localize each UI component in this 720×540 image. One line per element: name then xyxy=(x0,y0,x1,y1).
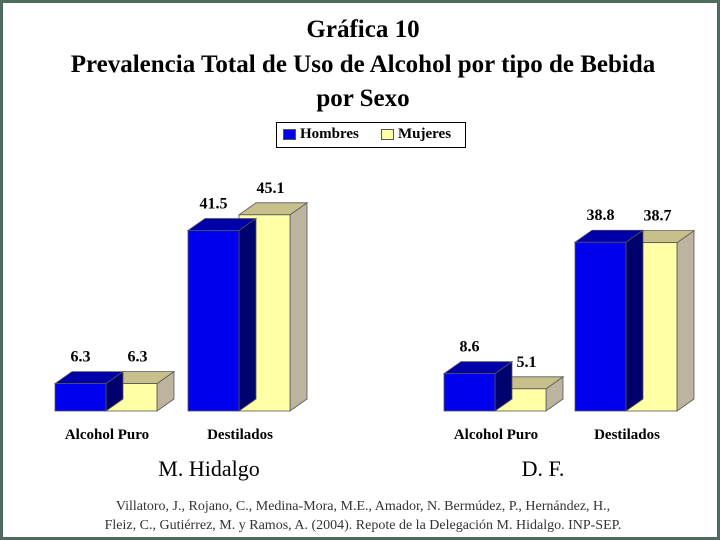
bar-chart1-alcohol-puro-s0 xyxy=(443,373,496,412)
group-title-df: D. F. xyxy=(521,456,565,481)
category-label-chart0-1: Destilados xyxy=(207,427,273,443)
source-citation-line2: Fleiz, C., Gutiérrez, M. y Ramos, A. (20… xyxy=(104,518,622,533)
group-title-m-hidalgo: M. Hidalgo xyxy=(158,456,260,481)
data-label-chart1-destilados-s0: 38.8 xyxy=(587,207,615,224)
legend-swatch-mujeres xyxy=(381,129,394,140)
bar-chart1-destilados-s0 xyxy=(574,241,627,412)
bar-side-chart1-destilados-s1 xyxy=(676,229,695,412)
chart-title-line3: por Sexo xyxy=(316,85,410,112)
data-label-chart1-destilados-s1: 38.7 xyxy=(644,208,672,225)
bar-side-chart1-destilados-s0 xyxy=(625,229,644,412)
data-label-chart0-alcohol-puro-s1: 6.3 xyxy=(128,349,148,366)
category-label-chart1-0: Alcohol Puro xyxy=(454,427,538,443)
legend-swatch-hombres xyxy=(283,129,296,140)
bar-chart-svg: 6.3 6.3 Alcohol Puro 45.1 41.5 Destilados 5.1 8… xyxy=(53,180,696,443)
chart-title-line2: Prevalencia Total de Uso de Alcohol por … xyxy=(70,51,656,78)
chart-legend: Hombres Mujeres xyxy=(276,122,466,148)
data-label-chart1-alcohol-puro-s1: 5.1 xyxy=(517,354,537,371)
data-label-chart0-destilados-s1: 45.1 xyxy=(257,180,285,197)
source-citation-line1: Villatoro, J., Rojano, C., Medina-Mora, … xyxy=(115,499,611,514)
data-label-chart0-destilados-s0: 41.5 xyxy=(200,195,228,212)
bar-chart0-destilados-s0 xyxy=(187,230,240,412)
bar-side-chart0-destilados-s0 xyxy=(238,217,257,412)
data-label-chart0-alcohol-puro-s0: 6.3 xyxy=(71,349,91,366)
chart-title-line1: Gráfica 10 xyxy=(306,16,420,43)
data-label-chart1-alcohol-puro-s0: 8.6 xyxy=(460,339,480,356)
category-label-chart1-1: Destilados xyxy=(594,427,660,443)
category-label-chart0-0: Alcohol Puro xyxy=(65,427,149,443)
bar-chart0-alcohol-puro-s0 xyxy=(54,383,107,412)
legend-label-hombres: Hombres xyxy=(300,126,359,142)
bar-side-chart0-destilados-s1 xyxy=(289,202,308,412)
legend-label-mujeres: Mujeres xyxy=(398,126,452,142)
